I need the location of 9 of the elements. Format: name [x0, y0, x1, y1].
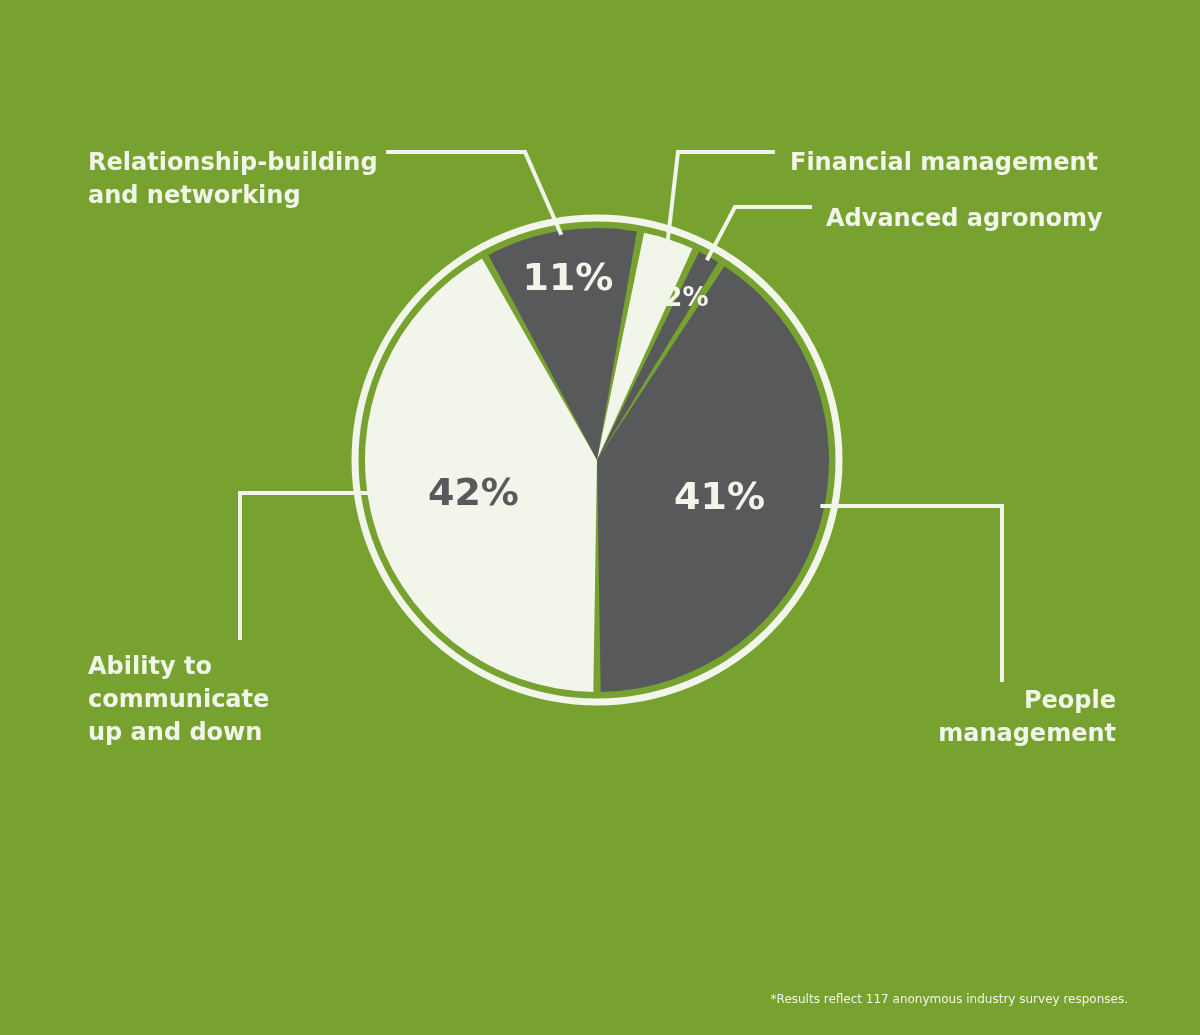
- slice-label: Financial management: [790, 148, 1099, 177]
- slice-label: People management: [938, 686, 1116, 748]
- slice-label: Ability to communicate up and down: [88, 652, 270, 747]
- data-label: 11%: [522, 254, 614, 299]
- data-label: 42%: [427, 470, 519, 515]
- slice-label: Relationship-building and networking: [88, 148, 378, 210]
- text: *Results reflect 117 anonymous industry survey responses.: [770, 992, 1128, 1006]
- data-label: 41%: [674, 473, 766, 518]
- slice-label: Advanced agronomy: [826, 204, 1103, 233]
